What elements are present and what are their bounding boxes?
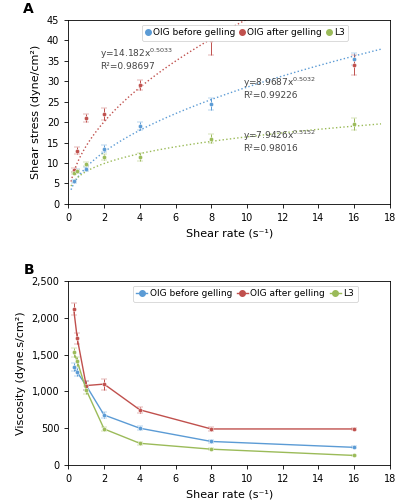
Text: y=7.9426x$^{0.3152}$
R²=0.98016: y=7.9426x$^{0.3152}$ R²=0.98016 <box>243 128 316 153</box>
Text: y=8.9687x$^{0.5032}$
R²=0.99226: y=8.9687x$^{0.5032}$ R²=0.99226 <box>243 75 316 100</box>
Y-axis label: Viscosity (dyne.s/cm²): Viscosity (dyne.s/cm²) <box>16 311 26 435</box>
Text: y=14.182x$^{0.5033}$
R²=0.98697: y=14.182x$^{0.5033}$ R²=0.98697 <box>100 46 173 72</box>
Y-axis label: Shear stress (dyne/cm²): Shear stress (dyne/cm²) <box>31 45 41 179</box>
Legend: OIG before gelling, OIG after gelling, L3: OIG before gelling, OIG after gelling, L… <box>142 24 347 40</box>
X-axis label: Shear rate (s⁻¹): Shear rate (s⁻¹) <box>185 490 272 500</box>
Legend: OIG before gelling, OIG after gelling, L3: OIG before gelling, OIG after gelling, L… <box>132 286 357 302</box>
Text: A: A <box>23 2 34 16</box>
X-axis label: Shear rate (s⁻¹): Shear rate (s⁻¹) <box>185 228 272 238</box>
Text: B: B <box>23 264 34 278</box>
